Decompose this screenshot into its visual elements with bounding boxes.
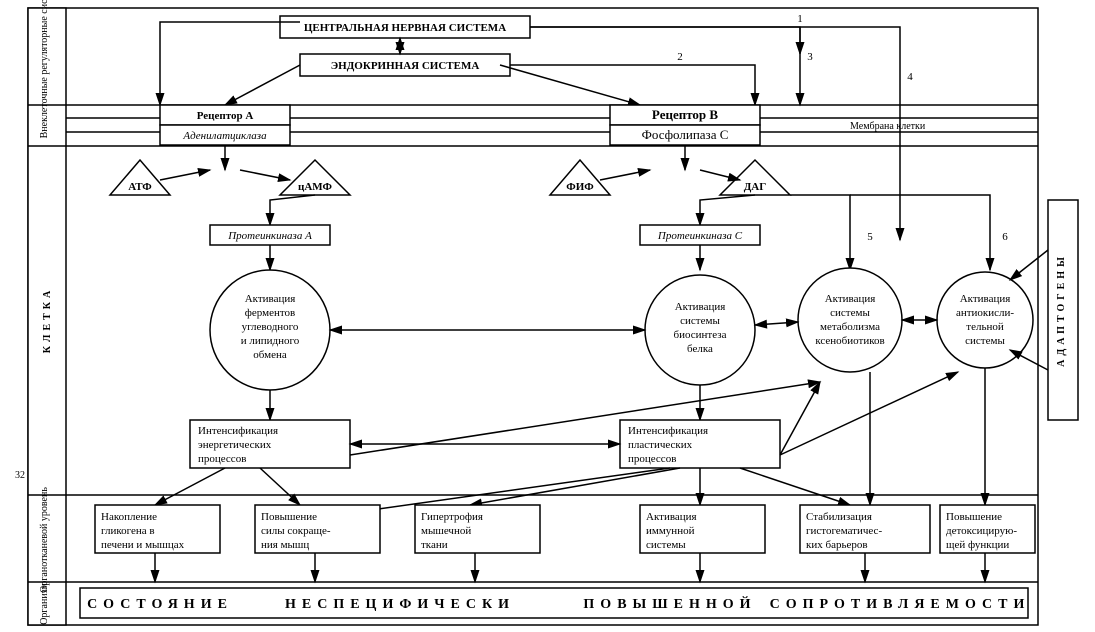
svg-text:метаболизма: метаболизма: [820, 321, 880, 333]
num2: 2: [677, 51, 683, 63]
svg-text:Гипертрофия: Гипертрофия: [421, 511, 483, 523]
svg-text:пластических: пластических: [628, 439, 693, 451]
svg-text:Активация: Активация: [675, 301, 726, 313]
svg-text:системы: системы: [646, 539, 686, 551]
svg-text:гликогена в: гликогена в: [101, 525, 155, 537]
svg-text:процессов: процессов: [198, 453, 246, 465]
svg-text:детоксицирую-: детоксицирую-: [946, 525, 1017, 537]
fif: ФИФ: [566, 181, 594, 193]
pkc: Протеинкиназа С: [657, 230, 743, 242]
svg-text:ких барьеров: ких барьеров: [806, 539, 868, 551]
adenylate: Аденилатциклаза: [182, 130, 267, 142]
svg-text:ния мышц: ния мышц: [261, 539, 309, 551]
svg-text:иммунной: иммунной: [646, 525, 695, 537]
svg-text:ткани: ткани: [421, 539, 448, 551]
page-number: 32: [15, 470, 25, 481]
pka: Протеинкиназа А: [227, 230, 312, 242]
receptorB: Рецептор В: [652, 107, 718, 122]
dag: ДАГ: [744, 181, 767, 193]
svg-text:Активация: Активация: [646, 511, 697, 523]
svg-text:системы: системы: [965, 335, 1005, 347]
side-orglevel: Органотканевой уровень: [39, 487, 50, 593]
svg-text:биосинтеза: биосинтеза: [674, 329, 727, 341]
atf: АТФ: [128, 181, 152, 193]
svg-text:энергетических: энергетических: [198, 439, 272, 451]
endo: ЭНДОКРИННАЯ СИСТЕМА: [331, 60, 480, 72]
svg-text:тельной: тельной: [966, 321, 1004, 333]
svg-text:Интенсификация: Интенсификация: [628, 425, 708, 437]
svg-text:щей функции: щей функции: [946, 539, 1009, 551]
final-r: СОПРОТИВЛЯЕМОСТИ: [770, 597, 1031, 612]
svg-text:обмена: обмена: [253, 349, 287, 361]
final-s: СОСТОЯНИЕ: [87, 597, 233, 612]
receptorA: Рецептор А: [197, 110, 254, 122]
svg-text:антиокисли-: антиокисли-: [956, 307, 1014, 319]
svg-text:ферментов: ферментов: [245, 307, 295, 319]
svg-text:системы: системы: [680, 315, 720, 327]
side-cell: КЛЕТКА: [42, 287, 53, 354]
svg-text:Повышение: Повышение: [946, 511, 1002, 523]
svg-text:Стабилизация: Стабилизация: [806, 511, 872, 523]
num4: 4: [907, 71, 913, 83]
svg-text:силы сокраще-: силы сокраще-: [261, 525, 331, 537]
final-n: НЕСПЕЦИФИЧЕСКИ: [285, 597, 515, 612]
svg-text:Повышение: Повышение: [261, 511, 317, 523]
diagram: Внеклеточные регуляторные системы КЛЕТКА…: [0, 0, 1095, 632]
num5: 5: [867, 231, 873, 243]
svg-text:и липидного: и липидного: [241, 335, 300, 347]
num1: 1: [797, 13, 803, 25]
camp: цАМФ: [298, 181, 333, 193]
adaptogens: АДАПТОГЕНЫ: [1056, 253, 1067, 367]
membrane: Мембрана клетки: [850, 121, 926, 132]
svg-text:белка: белка: [687, 343, 713, 355]
svg-text:углеводного: углеводного: [242, 321, 299, 333]
svg-text:ксенобиотиков: ксенобиотиков: [815, 335, 884, 347]
cns: ЦЕНТРАЛЬНАЯ НЕРВНАЯ СИСТЕМА: [304, 22, 506, 34]
svg-text:процессов: процессов: [628, 453, 676, 465]
side-organism: Организм: [39, 583, 50, 625]
svg-text:печени и мышцах: печени и мышцах: [101, 539, 185, 551]
svg-text:системы: системы: [830, 307, 870, 319]
svg-text:гистогематичес-: гистогематичес-: [806, 525, 882, 537]
num6: 6: [1002, 231, 1008, 243]
side-reg: Внеклеточные регуляторные системы: [39, 0, 50, 138]
num3: 3: [807, 51, 813, 63]
svg-text:Активация: Активация: [825, 293, 876, 305]
plc: Фосфолипаза С: [642, 127, 729, 142]
svg-text:Накопление: Накопление: [101, 511, 157, 523]
svg-text:Активация: Активация: [960, 293, 1011, 305]
svg-text:Интенсификация: Интенсификация: [198, 425, 278, 437]
final-p: ПОВЫШЕННОЙ: [583, 595, 756, 612]
svg-text:Активация: Активация: [245, 293, 296, 305]
svg-text:мышечной: мышечной: [421, 525, 471, 537]
